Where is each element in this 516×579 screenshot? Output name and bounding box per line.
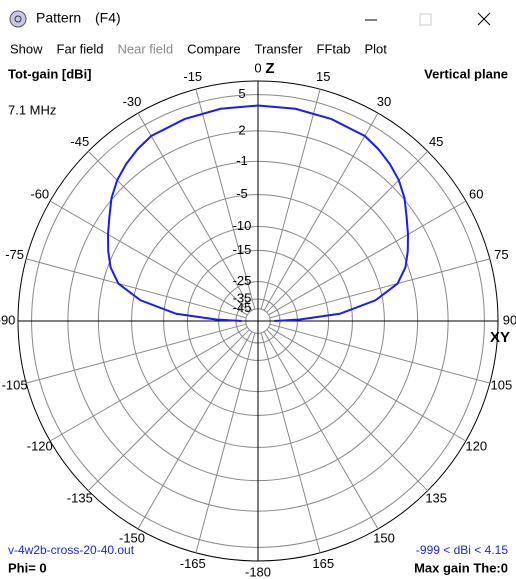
window-title: Pattern [36,10,81,26]
angle-tick-label: -105 [2,378,28,393]
app-icon [9,10,27,28]
r-tick-label: 2 [238,122,245,137]
angle-tick-label: -150 [119,531,145,546]
r-tick-label: -5 [236,186,248,201]
chart-title: Tot-gain [dBi] [8,66,92,81]
frequency: 7.1 MHz [8,102,56,117]
grid-spoke [49,326,248,442]
grid-spoke [137,112,253,311]
angle-tick-label: -135 [67,491,93,506]
angle-tick-label: 165 [312,556,334,571]
phi-note: Phi= 0 [8,560,47,575]
angle-tick-label: -120 [27,438,53,453]
angle-tick-label: 30 [377,94,391,109]
r-tick-label: -25 [233,273,252,288]
angle-tick-label: -180 [245,564,271,579]
grid-spoke [87,329,250,492]
angle-tick-label: 60 [469,186,483,201]
angle-tick-label: -45 [70,134,89,149]
menu-item[interactable]: Far field [57,41,104,56]
range-note: -999 < dBi < 4.15 [416,543,508,557]
grid-spoke [263,331,379,530]
grid-spoke [269,258,490,319]
file-name: v-4w2b-cross-20-40.out [8,543,135,557]
menu-item[interactable]: FFtab [317,41,351,56]
z-axis-label: Z [265,60,274,77]
pattern-line [106,104,410,322]
xy-axis-label: XY [490,329,510,346]
max-gain-note: Max gain The:0 [414,560,508,575]
grid-spoke [268,200,467,316]
angle-tick-label: 15 [316,69,330,84]
r-tick-label: -45 [233,300,252,315]
r-tick-label: -1 [236,153,248,168]
menu-item[interactable]: Transfer [255,41,304,56]
r-tick-label: -10 [233,218,252,233]
grid-spoke [87,150,250,313]
grid-spoke [26,258,247,319]
grid-spoke [49,200,248,316]
menu-bar: Show Far field Near field Compare Transfer FF… [10,41,387,56]
angle-tick-label: 90 [503,312,516,327]
window-shortcut: (F4) [95,10,121,26]
maximize-button[interactable] [419,13,432,26]
grid-spoke [137,331,253,530]
grid-spoke [266,329,429,492]
chart-subtitle: Vertical plane [424,66,508,81]
angle-tick-label: 135 [425,491,447,506]
angle-tick-label: -165 [180,556,206,571]
grid-spoke [260,332,321,553]
r-tick-label: -15 [233,242,252,257]
polar-plot: 52-1-5-10-15-25-35-450153045607590105120… [0,60,516,579]
grid-spoke [268,326,467,442]
grid-spoke [263,112,379,311]
grid-spoke [266,150,429,313]
close-button[interactable] [477,12,491,26]
menu-item[interactable]: Near field [118,41,174,56]
grid-spoke [195,89,256,310]
angle-tick-label: 0 [254,60,261,75]
angle-tick-label: 75 [494,247,508,262]
title-bar [0,0,516,38]
angle-tick-label: 120 [465,438,487,453]
angle-tick-label: -75 [5,247,24,262]
angle-tick-label: 105 [491,378,513,393]
menu-item[interactable]: Plot [365,41,388,56]
angle-tick-label: -60 [30,186,49,201]
grid-spoke [195,332,256,553]
menu-item[interactable]: Show [10,41,43,56]
angle-tick-label: -15 [183,69,202,84]
r-tick-label: -35 [233,290,252,305]
r-tick-label: 5 [238,86,245,101]
menu-item[interactable]: Compare [187,41,240,56]
angle-tick-label: -30 [123,94,142,109]
grid-spoke [260,89,321,310]
grid-spoke [269,323,490,384]
angle-tick-label: 150 [373,531,395,546]
grid-spoke [26,323,247,384]
angle-tick-label: 45 [429,134,443,149]
angle-tick-label: -90 [0,312,15,327]
app-icon-inner [14,15,22,23]
